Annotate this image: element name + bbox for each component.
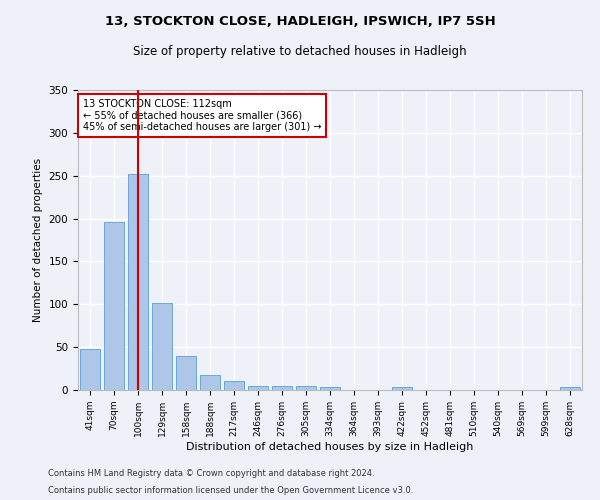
Bar [272, 386, 292, 390]
Bar [224, 382, 244, 390]
Bar [128, 174, 148, 390]
Bar [200, 374, 220, 390]
Text: Contains public sector information licensed under the Open Government Licence v3: Contains public sector information licen… [48, 486, 413, 495]
Y-axis label: Number of detached properties: Number of detached properties [33, 158, 43, 322]
Bar [152, 302, 172, 390]
Bar [104, 222, 124, 390]
Bar [248, 386, 268, 390]
Bar [176, 356, 196, 390]
Text: Size of property relative to detached houses in Hadleigh: Size of property relative to detached ho… [133, 45, 467, 58]
Text: Contains HM Land Registry data © Crown copyright and database right 2024.: Contains HM Land Registry data © Crown c… [48, 468, 374, 477]
X-axis label: Distribution of detached houses by size in Hadleigh: Distribution of detached houses by size … [187, 442, 473, 452]
Bar [392, 386, 412, 390]
Bar [320, 388, 340, 390]
Bar [296, 386, 316, 390]
Text: 13, STOCKTON CLOSE, HADLEIGH, IPSWICH, IP7 5SH: 13, STOCKTON CLOSE, HADLEIGH, IPSWICH, I… [104, 15, 496, 28]
Bar [80, 349, 100, 390]
Bar [560, 388, 580, 390]
Text: 13 STOCKTON CLOSE: 112sqm
← 55% of detached houses are smaller (366)
45% of semi: 13 STOCKTON CLOSE: 112sqm ← 55% of detac… [83, 99, 322, 132]
